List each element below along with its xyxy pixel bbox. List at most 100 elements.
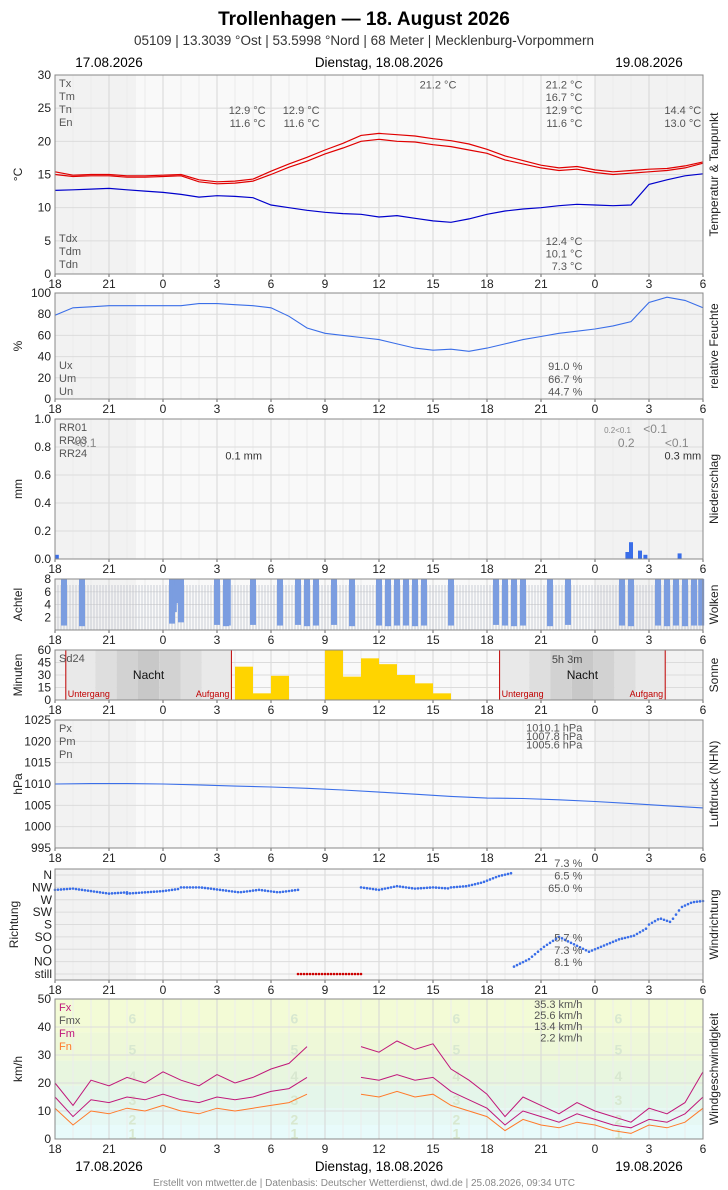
cloud-bar: [385, 579, 391, 627]
wdir-point: [80, 888, 84, 892]
wdir-point: [407, 886, 411, 890]
sun-night-gradient: [635, 650, 666, 700]
hum-xtick-label: 15: [426, 402, 440, 416]
hum-legend-Ux: Ux: [59, 360, 73, 372]
sun-ylabel: Minuten: [11, 654, 25, 697]
hum-ytick-label: 60: [38, 328, 52, 342]
temp-annotation: 12.9 °C: [229, 105, 266, 117]
sun-xtick-label: 0: [592, 703, 599, 717]
wdir-point: [59, 888, 63, 891]
cloud-xtick-label: 18: [48, 633, 62, 647]
sun-bar: [235, 666, 253, 700]
temp-series-Td: [54, 173, 704, 223]
beaufort-label: 6: [615, 1011, 623, 1027]
wdir-point: [692, 900, 696, 904]
wdir-point: [644, 927, 648, 931]
wdir-point: [68, 887, 72, 891]
wdir-point: [383, 887, 387, 890]
wdir-point: [698, 900, 702, 903]
wdir-point: [656, 918, 660, 921]
wdir-xtick-label: 0: [160, 983, 167, 997]
footer-date-center: Dienstag, 18.08.2026: [315, 1159, 443, 1174]
precip-bar: [677, 553, 682, 559]
sun-xtick-label: 12: [372, 703, 386, 717]
wdir-point: [404, 886, 408, 889]
wspd-ytick-label: 20: [38, 1076, 52, 1090]
cloud-bar: [172, 579, 179, 604]
wspd-series-Fm: [54, 1074, 704, 1129]
press-annotation: 1005.6 hPa: [526, 740, 583, 752]
press-xtick-label: 18: [480, 851, 494, 865]
beaufort-label: 3: [129, 1092, 137, 1108]
sun-total-label: 5h 3m: [552, 654, 583, 666]
beaufort-label: 1: [129, 1125, 137, 1141]
wdir-point: [428, 886, 432, 889]
press-xtick-label: 12: [372, 851, 386, 865]
sun-night-gradient: [529, 650, 551, 700]
press-xtick-label: 3: [646, 851, 653, 865]
temp-xtick-label: 3: [646, 277, 653, 291]
wspd-series-Fx: [54, 1040, 704, 1123]
press-side-label: Luftdruck (NHN): [707, 741, 721, 828]
sun-ytick-label: 30: [38, 668, 52, 682]
wdir-point: [620, 937, 624, 940]
hum-xtick-label: 18: [48, 402, 62, 416]
wdir-point: [638, 930, 642, 934]
sun-xtick-label: 3: [646, 703, 653, 717]
sun-night-gradient: [95, 650, 117, 700]
hum-ytick-label: 40: [38, 350, 52, 364]
wdir-point: [284, 890, 288, 893]
press-xtick-label: 0: [160, 851, 167, 865]
wdir-point: [395, 884, 399, 888]
sun-night-gradient: [159, 650, 181, 700]
wdir-annotation: 65.0 %: [548, 883, 582, 895]
precip-annotation: 0.3 mm: [665, 450, 702, 462]
wdir-point: [608, 941, 612, 945]
precip-xtick-label: 9: [322, 562, 329, 576]
footer-date-left: 17.08.2026: [75, 1159, 143, 1174]
wdir-point: [251, 889, 255, 892]
beaufort-label: 2: [615, 1111, 623, 1127]
sun-bar: [397, 675, 415, 700]
wdir-point: [512, 965, 516, 968]
wdir-xtick-label: 15: [426, 983, 440, 997]
wdir-point: [578, 945, 582, 949]
hum-xtick-label: 0: [160, 402, 167, 416]
sun-xtick-label: 21: [534, 703, 548, 717]
wdir-xtick-label: 6: [700, 983, 707, 997]
wdir-point: [71, 887, 75, 890]
wspd-xtick-label: 12: [372, 1142, 386, 1156]
wdir-point: [293, 888, 297, 892]
wdir-point: [632, 934, 636, 937]
wdir-point: [242, 890, 246, 894]
precip-ytick-label: 0.0: [34, 552, 51, 566]
temp-ytick-label: 0: [44, 267, 51, 281]
wdir-point: [584, 948, 588, 952]
wdir-point: [128, 892, 132, 895]
press-ytick-label: 1020: [24, 734, 51, 748]
wdir-point: [596, 946, 600, 950]
wdir-point: [233, 890, 237, 894]
wdir-point: [218, 888, 222, 892]
wdir-point: [200, 886, 204, 889]
hum-annotation: 91.0 %: [548, 361, 582, 373]
precip-annotation: 0.2<0.1: [604, 426, 631, 435]
cloud-bar: [493, 579, 499, 625]
wdir-point: [107, 892, 111, 895]
wdir-point: [560, 937, 564, 940]
wdir-point: [503, 873, 507, 876]
wdir-xtick-label: 9: [322, 983, 329, 997]
temp-annotation: 16.7 °C: [546, 92, 583, 104]
wdir-annotation: 5.7 %: [554, 932, 582, 944]
wdir-point: [575, 944, 579, 948]
wdir-point: [236, 890, 240, 894]
wdir-point: [392, 885, 396, 889]
temp-ylabel: °C: [11, 167, 25, 181]
beaufort-label: 5: [615, 1041, 623, 1057]
wdir-point: [677, 909, 681, 912]
sun-bar: [271, 675, 289, 700]
wdir-ytick-label: NW: [32, 880, 53, 894]
wspd-xtick-label: 3: [646, 1142, 653, 1156]
